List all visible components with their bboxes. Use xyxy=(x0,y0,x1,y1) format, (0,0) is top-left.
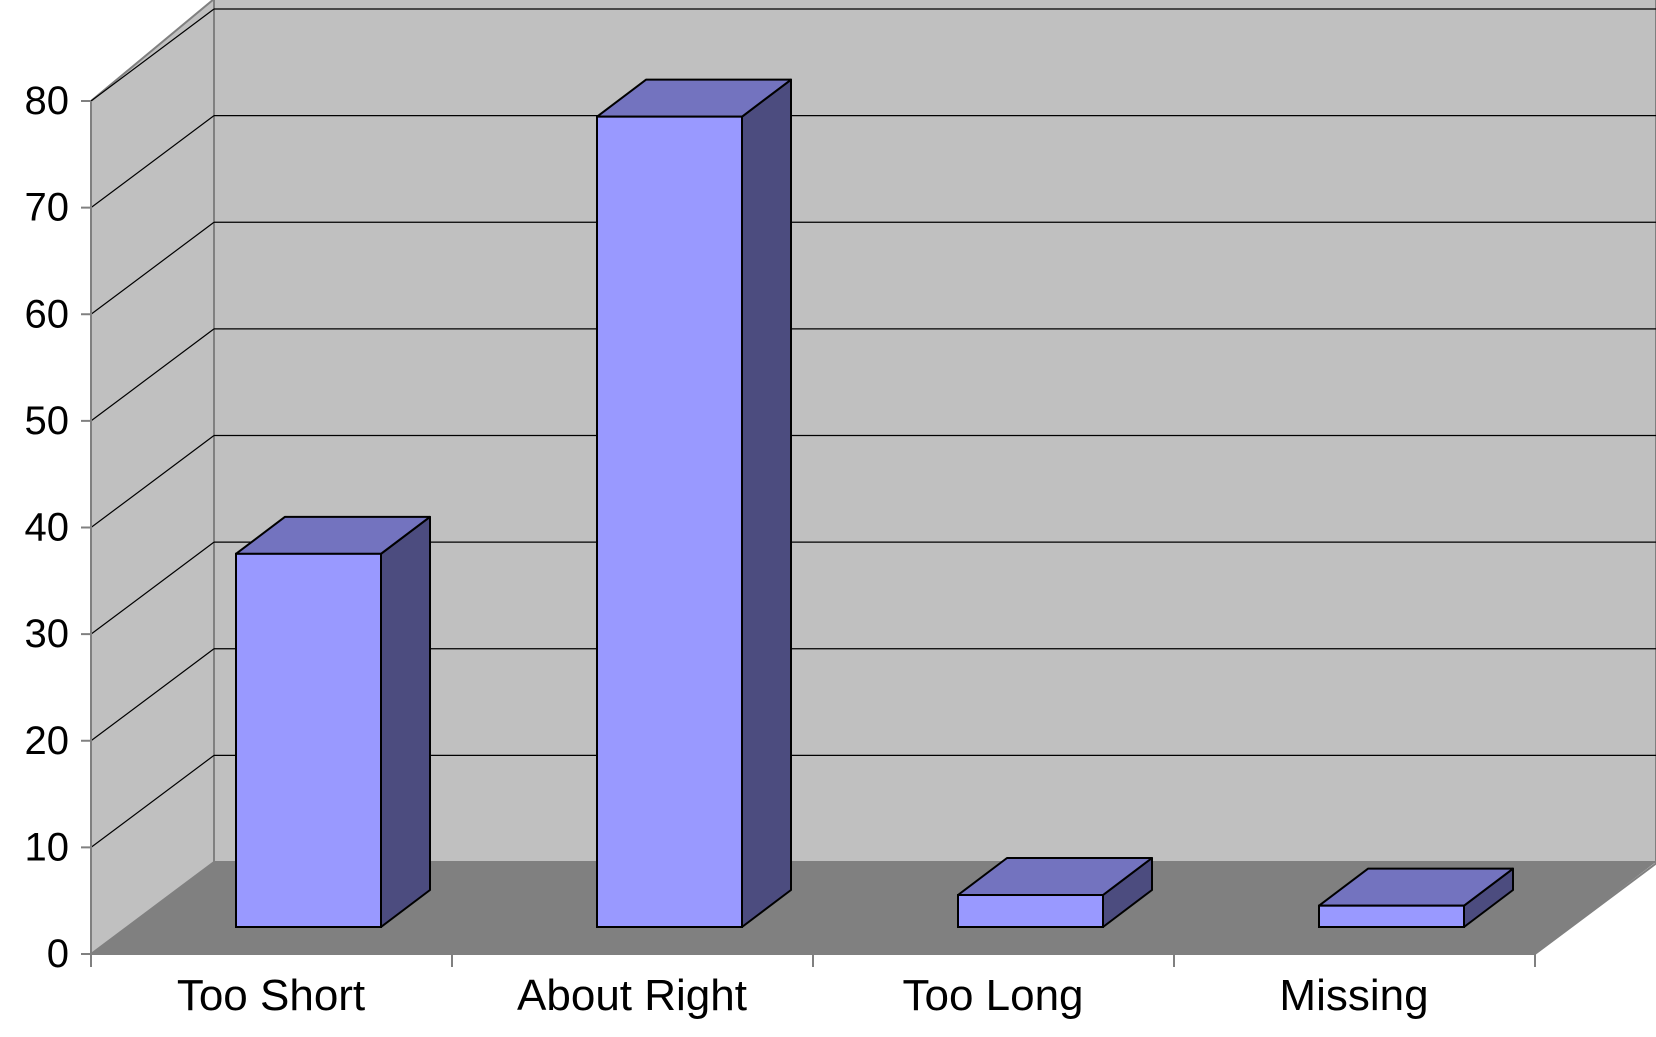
y-tick-label: 20 xyxy=(25,719,70,763)
bar-side-face xyxy=(380,515,431,928)
bar-front-face xyxy=(235,552,382,928)
gridline-side xyxy=(90,221,215,315)
bar xyxy=(596,78,792,928)
floor xyxy=(91,862,1656,954)
gridline-side xyxy=(90,115,215,209)
gridline-side xyxy=(90,754,215,848)
x-category-label: About Right xyxy=(517,971,747,1020)
x-category-labels: Too Short About Right Too Long Missing xyxy=(177,971,1429,1020)
bar-front-face xyxy=(596,115,743,928)
bar xyxy=(957,857,1153,929)
bar-front-face xyxy=(957,894,1104,929)
y-tick-label: 60 xyxy=(25,292,70,336)
y-tick-label: 70 xyxy=(25,186,70,230)
chart-walls xyxy=(90,0,1656,956)
axes xyxy=(81,100,1656,967)
floor-edge-line xyxy=(1534,862,1656,955)
x-category-label: Too Short xyxy=(177,971,365,1020)
y-tick-label: 40 xyxy=(25,506,70,550)
bars xyxy=(235,78,1514,929)
bar-side-face xyxy=(741,78,792,928)
bar xyxy=(235,515,431,928)
gridlines xyxy=(90,8,1656,848)
x-category-label: Too Long xyxy=(902,971,1083,1020)
side-wall xyxy=(90,0,215,956)
y-tick-label: 10 xyxy=(25,825,70,869)
x-category-label: Missing xyxy=(1279,971,1428,1020)
gridline-side xyxy=(90,328,215,422)
y-tick-label: 80 xyxy=(25,79,70,123)
bar xyxy=(1318,867,1514,928)
y-tick-label: 50 xyxy=(25,399,70,443)
y-tick-label: 30 xyxy=(25,612,70,656)
gridline-side xyxy=(90,8,215,102)
y-tick-labels: 0 10 20 30 40 50 60 70 80 xyxy=(25,79,70,976)
bar-front-face xyxy=(1318,904,1465,928)
gridline-side xyxy=(90,541,215,635)
gridline-side xyxy=(90,435,215,528)
gridline-side xyxy=(90,648,215,742)
y-tick-label: 0 xyxy=(47,932,69,976)
